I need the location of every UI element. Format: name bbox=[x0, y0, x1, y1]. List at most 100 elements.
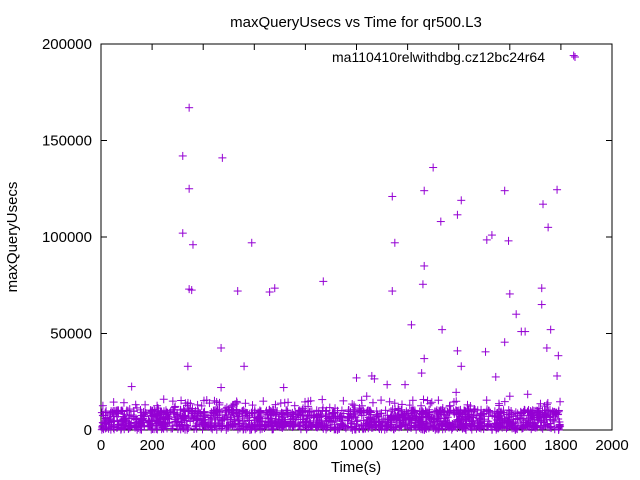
plot-area-frame bbox=[100, 43, 613, 431]
data-point bbox=[494, 399, 503, 408]
data-point bbox=[312, 406, 321, 415]
data-point bbox=[148, 406, 157, 415]
data-point bbox=[200, 408, 209, 417]
data-point bbox=[453, 210, 462, 219]
data-point bbox=[268, 425, 277, 434]
data-point bbox=[339, 396, 348, 405]
data-point bbox=[283, 408, 292, 417]
data-point bbox=[437, 419, 446, 428]
data-point bbox=[256, 425, 265, 434]
data-point bbox=[425, 410, 434, 419]
data-point bbox=[374, 417, 383, 426]
data-point bbox=[537, 300, 546, 309]
data-point bbox=[512, 310, 521, 319]
chart-title: maxQueryUsecs vs Time for qr500.L3 bbox=[230, 14, 482, 31]
data-point bbox=[456, 421, 465, 430]
data-point bbox=[121, 414, 130, 423]
data-point bbox=[488, 411, 497, 420]
data-point bbox=[110, 408, 119, 417]
data-point bbox=[407, 419, 416, 428]
data-point bbox=[206, 421, 215, 430]
data-point bbox=[405, 401, 414, 410]
data-point bbox=[262, 422, 271, 431]
data-point bbox=[368, 398, 377, 407]
data-point bbox=[359, 416, 368, 425]
data-point bbox=[496, 409, 505, 418]
data-point bbox=[245, 409, 254, 418]
data-point bbox=[528, 411, 537, 420]
data-point bbox=[348, 400, 357, 409]
data-point bbox=[217, 416, 226, 425]
data-point bbox=[449, 398, 458, 407]
data-point bbox=[551, 413, 560, 422]
x-tick-label: 1600 bbox=[493, 437, 526, 454]
y-tick-label: 100000 bbox=[42, 229, 92, 246]
data-point bbox=[209, 408, 218, 417]
data-point bbox=[350, 401, 359, 410]
data-point bbox=[543, 406, 552, 415]
data-point bbox=[310, 411, 319, 420]
data-point bbox=[520, 406, 529, 415]
data-point bbox=[227, 402, 236, 411]
data-point bbox=[284, 398, 293, 407]
data-point bbox=[283, 406, 292, 415]
data-point bbox=[113, 417, 122, 426]
data-point bbox=[335, 414, 344, 423]
data-point bbox=[439, 408, 448, 417]
data-point bbox=[365, 407, 374, 416]
data-point bbox=[420, 261, 429, 270]
data-point bbox=[553, 185, 562, 194]
data-point bbox=[178, 229, 187, 238]
data-point bbox=[511, 422, 520, 431]
data-point bbox=[491, 412, 500, 421]
data-point bbox=[500, 414, 509, 423]
data-point bbox=[185, 184, 194, 193]
data-point bbox=[304, 397, 313, 406]
data-point bbox=[410, 408, 419, 417]
data-point bbox=[178, 151, 187, 160]
data-point bbox=[212, 425, 221, 434]
data-point bbox=[500, 186, 509, 195]
data-point bbox=[199, 396, 208, 405]
data-point bbox=[404, 414, 413, 423]
data-point bbox=[397, 400, 406, 409]
data-point bbox=[312, 423, 321, 432]
x-tick-label: 600 bbox=[242, 437, 267, 454]
data-point bbox=[375, 424, 384, 433]
data-point bbox=[265, 405, 274, 414]
data-point bbox=[487, 231, 496, 240]
data-point bbox=[217, 383, 226, 392]
data-point bbox=[228, 401, 237, 410]
data-point bbox=[127, 382, 136, 391]
data-point bbox=[246, 421, 255, 430]
data-point bbox=[390, 410, 399, 419]
data-point bbox=[325, 403, 334, 412]
data-point bbox=[554, 351, 563, 360]
data-point bbox=[436, 417, 445, 426]
data-point bbox=[541, 411, 550, 420]
data-point bbox=[434, 412, 443, 421]
data-point bbox=[500, 397, 509, 406]
y-tick-label: 50000 bbox=[50, 326, 92, 343]
data-point bbox=[222, 406, 231, 415]
data-point bbox=[125, 405, 134, 414]
data-point bbox=[420, 354, 429, 363]
data-point bbox=[302, 423, 311, 432]
x-tick-label: 800 bbox=[293, 437, 318, 454]
data-point bbox=[195, 409, 204, 418]
data-point bbox=[547, 424, 556, 433]
data-point bbox=[482, 235, 491, 244]
legend: ma110410relwithdbg.cz12bc24r64 bbox=[332, 49, 579, 65]
data-point bbox=[456, 405, 465, 414]
data-point bbox=[453, 346, 462, 355]
data-points bbox=[97, 51, 578, 434]
data-point bbox=[187, 286, 196, 295]
data-point bbox=[323, 414, 332, 423]
data-point bbox=[272, 421, 281, 430]
data-point bbox=[465, 408, 474, 417]
data-point bbox=[481, 347, 490, 356]
data-point bbox=[305, 416, 314, 425]
data-point bbox=[213, 407, 222, 416]
data-point bbox=[505, 408, 514, 417]
data-point bbox=[346, 419, 355, 428]
